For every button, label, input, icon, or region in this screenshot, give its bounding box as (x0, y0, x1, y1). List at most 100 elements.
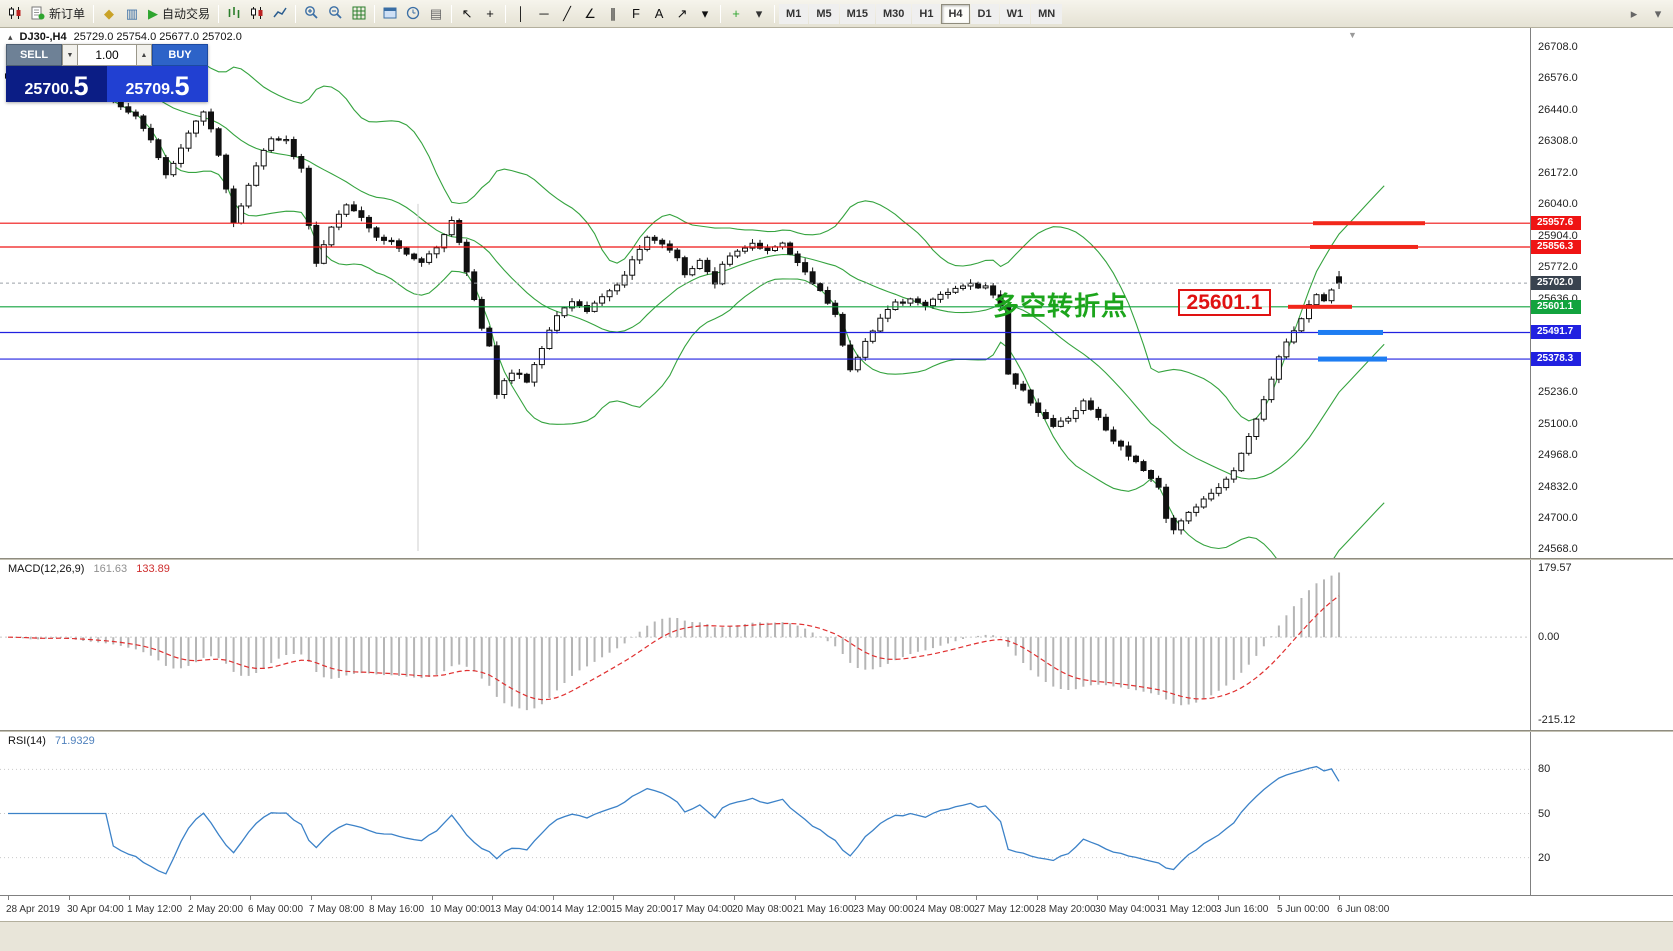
toolbar-shapes-dropdown-button[interactable]: ▾ (694, 3, 716, 25)
price-tag: 25491.7 (1531, 325, 1581, 339)
time-tick (311, 896, 312, 900)
timeframe-d1-button[interactable]: D1 (970, 3, 999, 24)
timeframe-w1-button[interactable]: W1 (999, 3, 1031, 24)
toolbar-separator (374, 4, 376, 23)
toolbar-metaeditor-button[interactable]: ◆ (98, 3, 120, 25)
one-click-trading-panel: SELL ▼ ▲ BUY 25700.5 25709.5 (6, 44, 208, 102)
toolbar-vertical-line-tool-button[interactable]: │ (510, 3, 532, 25)
toolbar-autotrading-button[interactable]: ▶ 自动交易 (144, 3, 214, 25)
chart-shift-marker-icon[interactable]: ▼ (1348, 30, 1357, 40)
timeframe-h1-button[interactable]: H1 (912, 3, 941, 24)
toolbar-chart-symbol-button[interactable] (4, 3, 26, 25)
toolbar-separator (93, 4, 95, 23)
toolbar-line-chart-button[interactable] (269, 3, 291, 25)
price-tick-label: 24832.0 (1538, 481, 1578, 493)
autotrading-icon: ▶ (148, 6, 159, 21)
price-tick-label: 24700.0 (1538, 512, 1578, 524)
rsi-scale-label: 20 (1538, 852, 1551, 864)
toolbar: 新订单 ◆ ▥ ▶ 自动交易 ▤ ↖ + │ ─ ╱ ∠ ∥ F A ↗ ▾ + ▾ M1 M5 M15 M30 H1 H4 D… (0, 0, 1673, 28)
chart-info-line: ▴ DJ30-,H4 25729.0 25754.0 25677.0 25702… (8, 31, 242, 43)
macd-name: MACD(12,26,9) (8, 563, 85, 575)
toolbar-tile-windows-button[interactable] (379, 3, 401, 25)
timeframe-m1-button[interactable]: M1 (779, 3, 809, 24)
volume-input[interactable] (78, 44, 136, 66)
collapse-panel-icon[interactable]: ▴ (8, 31, 13, 42)
rsi-panel-canvas[interactable] (0, 732, 1530, 895)
time-label: 20 May 08:00 (732, 904, 793, 915)
toolbar-grid-button[interactable] (348, 3, 370, 25)
sell-price-main: 25700. (24, 81, 74, 98)
toolbar-cursor-button[interactable]: ↖ (456, 3, 478, 25)
buy-price[interactable]: 25709. 5 (107, 66, 208, 102)
toolbar-arrows-tool-button[interactable]: ↗ (671, 3, 693, 25)
time-axis[interactable]: 28 Apr 2019 30 Apr 04:00 1 May 12:00 2 May … (0, 895, 1673, 921)
toolbar-crosshair-button[interactable]: + (479, 3, 501, 25)
zoom-in-icon (304, 5, 319, 22)
time-tick (1097, 896, 1098, 900)
toolbar-dock-more-button[interactable]: ▾ (1647, 3, 1669, 25)
toolbar-templates-button[interactable]: ▤ (425, 3, 447, 25)
toolbar-dock-right-button[interactable]: ▸ (1623, 3, 1645, 25)
time-tick (371, 896, 372, 900)
toolbar-indicators-add-button[interactable]: + (725, 3, 747, 25)
timeframe-switcher: M1 M5 M15 M30 H1 H4 D1 W1 MN (779, 3, 1063, 24)
price-tick-label: 25236.0 (1538, 386, 1578, 398)
price-tick-label: 26172.0 (1538, 167, 1578, 179)
timeframe-h4-button[interactable]: H4 (941, 3, 970, 24)
time-label: 2 May 20:00 (188, 904, 244, 915)
macd-scale-label: -215.12 (1538, 714, 1576, 726)
panel-separator[interactable] (0, 730, 1673, 732)
timeframe-m5-button[interactable]: M5 (809, 3, 839, 24)
sell-button[interactable]: SELL (6, 44, 62, 66)
toolbar-candlestick-chart-button[interactable] (246, 3, 268, 25)
price-scale[interactable]: 26708.0 26576.0 26440.0 26308.0 26172.0 26040… (1530, 28, 1673, 895)
volume-decrease-button[interactable]: ▼ (62, 44, 78, 66)
rsi-label: RSI(14) 71.9329 (8, 735, 95, 747)
sell-price[interactable]: 25700. 5 (6, 66, 107, 102)
new-order-label: 新订单 (49, 7, 86, 21)
price-chart-canvas[interactable] (0, 28, 1530, 558)
toolbar-trendline-tool-button[interactable]: ╱ (556, 3, 578, 25)
time-tick (69, 896, 70, 900)
toolbar-channel-tool-button[interactable]: ∥ (602, 3, 624, 25)
macd-panel-canvas[interactable] (0, 560, 1530, 730)
panel-separator[interactable] (0, 558, 1673, 560)
toolbar-fibonacci-tool-button[interactable]: F (625, 3, 647, 25)
buy-button[interactable]: BUY (152, 44, 208, 66)
time-label: 21 May 16:00 (793, 904, 854, 915)
toolbar-period-clock-button[interactable] (402, 3, 424, 25)
toolbar-angle-tool-button[interactable]: ∠ (579, 3, 601, 25)
toolbar-text-tool-button[interactable]: A (648, 3, 670, 25)
toolbar-new-order-button[interactable]: 新订单 (27, 3, 89, 25)
timeframe-mn-button[interactable]: MN (1031, 3, 1063, 24)
time-label: 6 May 00:00 (248, 904, 304, 915)
toolbar-zoom-in-button[interactable] (300, 3, 323, 25)
toolbar-indicators-dropdown-button[interactable]: ▾ (748, 3, 770, 25)
indicators-add-icon: + (732, 6, 740, 21)
text-tool-icon: A (654, 6, 664, 21)
price-tick-label: 25772.0 (1538, 261, 1578, 273)
macd-scale-label: 179.57 (1538, 562, 1572, 574)
arrows-tool-icon: ↗ (676, 6, 688, 21)
time-tick (613, 896, 614, 900)
price-tag: 25378.3 (1531, 352, 1581, 366)
timeframe-m30-button[interactable]: M30 (876, 3, 912, 24)
price-tick-label: 24968.0 (1538, 449, 1578, 461)
toolbar-horizontal-line-tool-button[interactable]: ─ (533, 3, 555, 25)
sell-price-pip: 5 (73, 71, 89, 102)
toolbar-bar-chart-button[interactable] (223, 3, 245, 25)
crosshair-icon: + (486, 6, 494, 21)
toolbar-zoom-out-button[interactable] (324, 3, 347, 25)
channel-tool-icon: ∥ (609, 6, 617, 21)
triangle-up-icon: ▲ (140, 51, 148, 59)
time-label: 13 May 04:00 (490, 904, 551, 915)
toolbar-market-watch-button[interactable]: ▥ (121, 3, 143, 25)
dock-right-icon: ▸ (1630, 6, 1638, 21)
timeframe-m15-button[interactable]: M15 (839, 3, 875, 24)
time-tick (1158, 896, 1159, 900)
trendline-tool-icon: ╱ (563, 6, 571, 21)
time-tick (734, 896, 735, 900)
volume-increase-button[interactable]: ▲ (136, 44, 152, 66)
vertical-line-tool-icon: │ (516, 6, 526, 21)
price-tick-label: 26040.0 (1538, 198, 1578, 210)
